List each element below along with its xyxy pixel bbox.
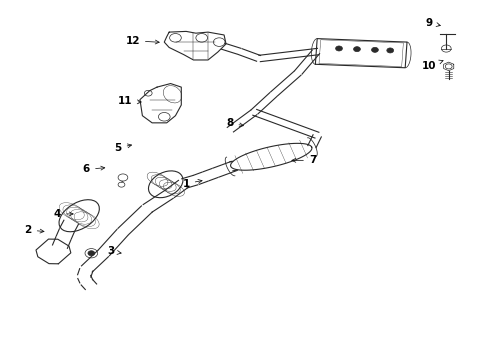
Text: 5: 5 xyxy=(114,143,131,153)
Text: 8: 8 xyxy=(226,118,243,128)
Text: 11: 11 xyxy=(118,96,141,107)
Text: 6: 6 xyxy=(82,164,104,174)
Text: 9: 9 xyxy=(425,18,439,28)
Circle shape xyxy=(371,48,378,52)
Text: 3: 3 xyxy=(107,247,121,256)
Circle shape xyxy=(386,48,393,53)
Circle shape xyxy=(335,46,342,51)
Circle shape xyxy=(88,251,95,256)
Text: 10: 10 xyxy=(421,60,442,71)
Text: 2: 2 xyxy=(24,225,44,235)
Text: 1: 1 xyxy=(182,179,202,189)
Text: 4: 4 xyxy=(54,209,73,219)
Text: 7: 7 xyxy=(291,156,316,165)
Text: 12: 12 xyxy=(125,36,159,46)
Circle shape xyxy=(353,47,360,52)
